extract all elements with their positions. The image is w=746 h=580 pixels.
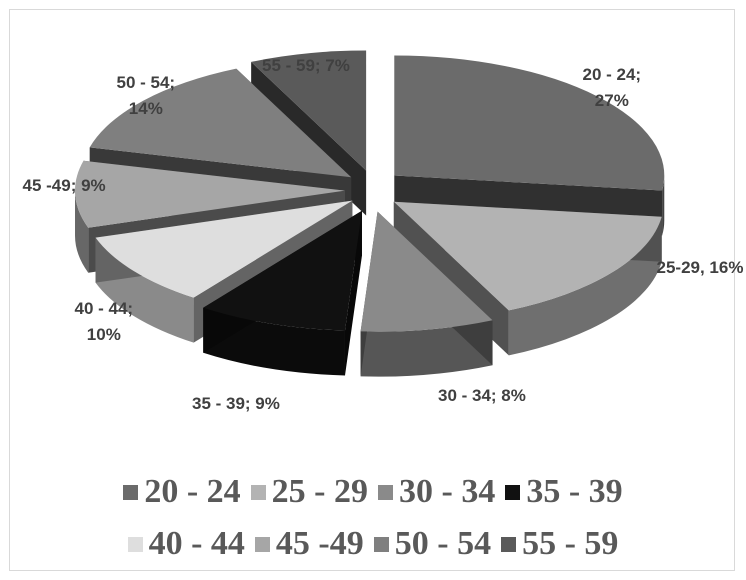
- legend-label: 30 - 34: [399, 473, 496, 510]
- legend-label: 20 - 24: [144, 473, 241, 510]
- data-label: 20 - 24; 27%: [582, 65, 642, 110]
- data-label: 55 - 59; 7%: [262, 56, 350, 75]
- data-label: 45 -49; 9%: [22, 176, 106, 195]
- data-label: 30 - 34; 8%: [438, 386, 526, 405]
- legend-swatch: [250, 484, 266, 500]
- data-label: 35 - 39; 9%: [192, 394, 280, 413]
- pie-slice-side: [75, 190, 89, 273]
- legend-swatch: [254, 536, 270, 552]
- legend-swatch: [373, 536, 389, 552]
- legend-swatch: [501, 536, 517, 552]
- pie-slice-top: [251, 50, 367, 171]
- legend-item: 25 - 29: [250, 473, 368, 511]
- pie-slice-top: [203, 210, 362, 331]
- legend-item: 50 - 54: [373, 525, 492, 563]
- pie-slice-top: [393, 201, 662, 311]
- pie-slice-top: [89, 68, 352, 178]
- legend-label: 25 - 29: [271, 473, 368, 510]
- legend-item: 55 - 59: [501, 525, 618, 563]
- data-label: 25-29, 16%: [656, 258, 744, 277]
- pie-slice-side: [508, 216, 662, 356]
- legend-swatch: [127, 536, 143, 552]
- pie-slice-top: [95, 200, 353, 298]
- pie-slice-top: [394, 55, 665, 191]
- legend-label: 40 - 44: [148, 525, 245, 562]
- pie-slices: [75, 50, 665, 377]
- pie-slice-side: [662, 175, 665, 236]
- pie-slice: [203, 210, 362, 376]
- data-label: 50 - 54; 14%: [116, 73, 176, 118]
- legend-label: 45 -49: [275, 525, 364, 562]
- pie-slice-top: [360, 211, 493, 332]
- pie-slice-side: [360, 320, 493, 377]
- legend: 20 - 24 25 - 29 30 - 34 35 - 39 40 - 44 45 -…: [0, 466, 746, 570]
- legend-swatch: [123, 484, 139, 500]
- legend-swatch: [378, 484, 393, 500]
- pie-slice: [360, 211, 493, 377]
- legend-item: 35 - 39: [505, 473, 623, 511]
- legend-item: 20 - 24: [123, 473, 241, 511]
- legend-item: 45 -49: [254, 525, 364, 563]
- legend-item: 30 - 34: [378, 473, 495, 511]
- legend-label: 55 - 59: [522, 525, 619, 562]
- legend-label: 35 - 39: [526, 473, 623, 510]
- legend-row: 40 - 44 45 -49 50 - 54 55 - 59: [0, 518, 746, 570]
- data-label: 40 - 44; 10%: [74, 299, 134, 344]
- legend-label: 50 - 54: [394, 525, 492, 562]
- legend-item: 40 - 44: [127, 525, 245, 563]
- legend-row: 20 - 24 25 - 29 30 - 34 35 - 39: [0, 466, 746, 518]
- pie-slice: [393, 201, 662, 356]
- pie-slice-top: [75, 160, 346, 228]
- legend-swatch: [505, 484, 521, 500]
